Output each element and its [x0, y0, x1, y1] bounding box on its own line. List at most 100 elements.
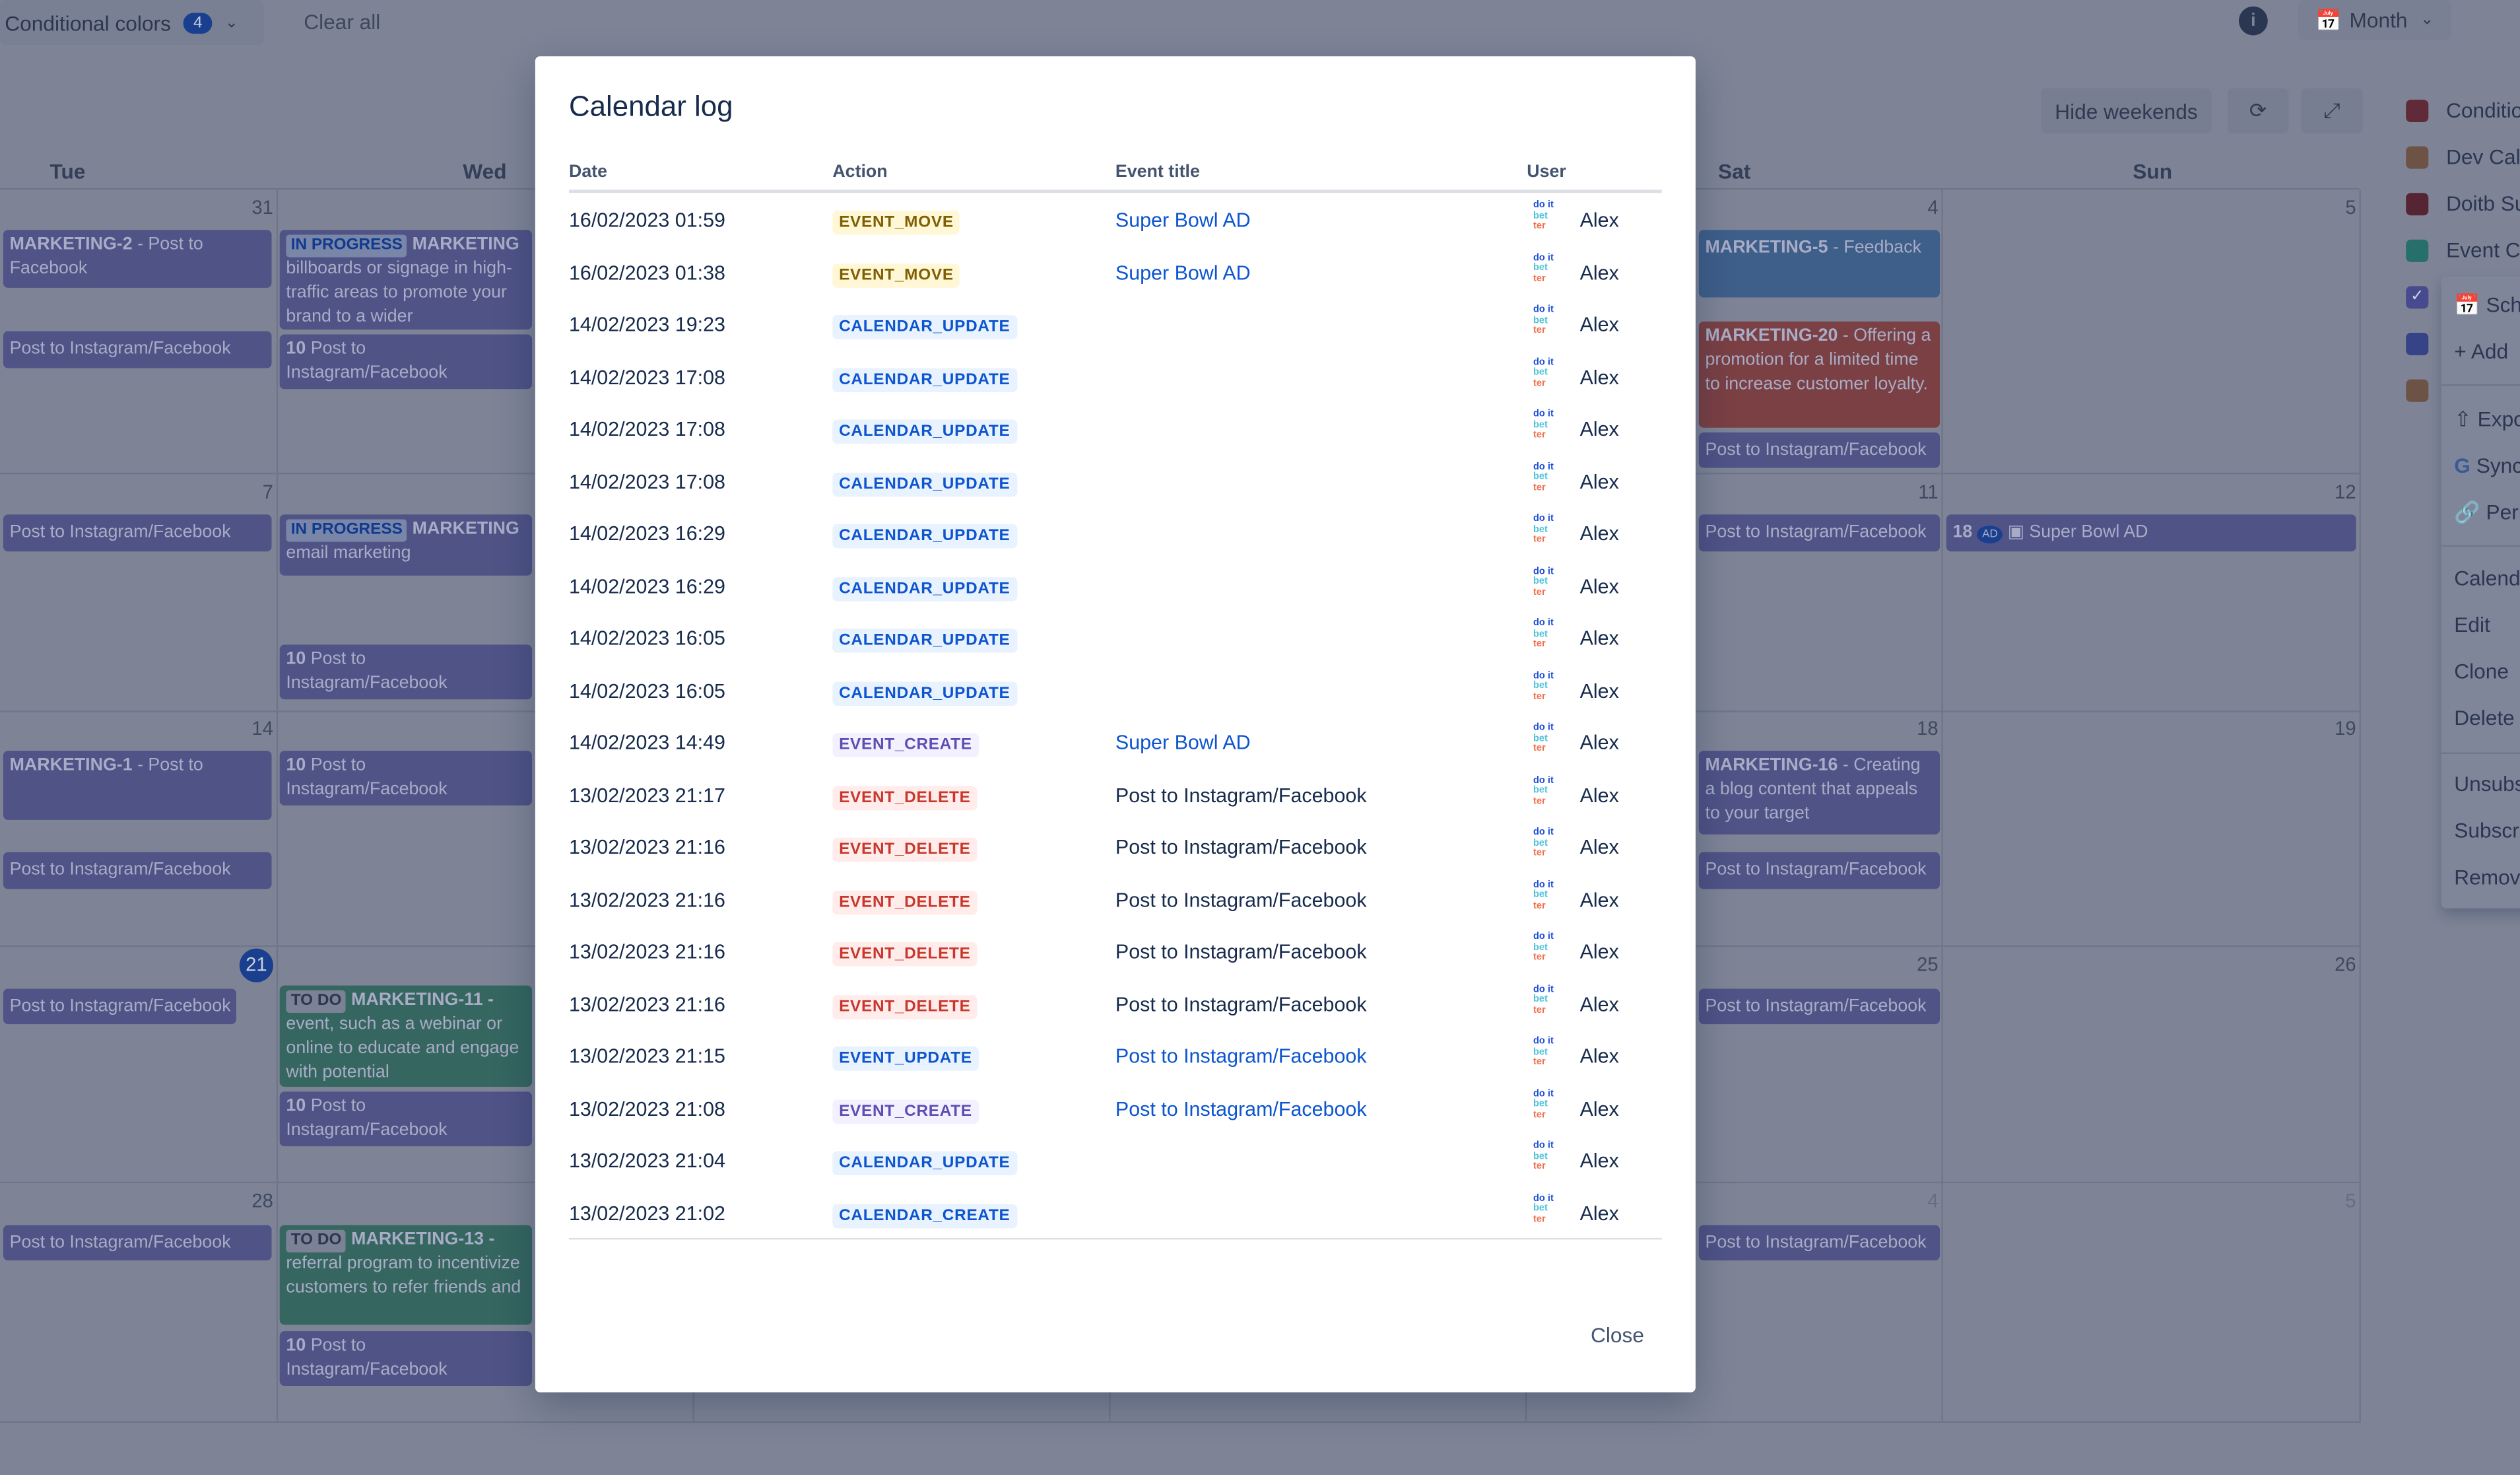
calendar-event[interactable]: Post to Instagram/Facebook [3, 331, 272, 368]
calendar-event[interactable]: Post to Instagram/Facebook [1698, 514, 1940, 552]
event-title: Post to Instagram/Facebook [9, 339, 231, 359]
calendar-color-swatch[interactable] [2406, 146, 2429, 169]
calendar-list-item[interactable]: Conditional colors [2446, 98, 2520, 123]
event-title: Post to Instagram/Facebook [286, 755, 448, 800]
calendar-color-swatch[interactable] [2406, 239, 2429, 262]
log-row: 14/02/2023 17:08 CALENDAR_UPDATE do it bet t… [569, 410, 1662, 467]
user-name: Alex [1579, 1202, 1619, 1225]
calendar-event[interactable]: MARKETING-20 - Offering a promotion for … [1698, 322, 1940, 428]
log-row: 14/02/2023 17:08 CALENDAR_UPDATE do it bet t… [569, 462, 1662, 519]
menu-label: Permalink [2486, 500, 2520, 524]
calendar-context-menu: 📅 Schedule + Add ⇧ Export G Sync 🔗 Perma… [2441, 276, 2520, 909]
column-header-date: Date [568, 162, 608, 182]
calendar-event[interactable]: 10 Post to Instagram/Facebook [279, 1091, 532, 1147]
calendar-checkbox-checked[interactable]: ✓ [2406, 286, 2429, 309]
calendar-event[interactable]: MARKETING-5 - Feedback [1698, 230, 1940, 298]
calendar-list-item[interactable]: Dev Calendar [2446, 145, 2520, 169]
card-icon: ▣ [2007, 522, 2024, 542]
date-number: 25 [1917, 953, 1939, 977]
calendar-event[interactable]: Post to Instagram/Facebook [1698, 1225, 1940, 1261]
event-key: MARKETING-11 - [351, 990, 494, 1010]
user-name: Alex [1579, 888, 1619, 911]
divider [2441, 384, 2520, 386]
calendar-event[interactable]: Post to Instagram/Facebook [1698, 852, 1940, 889]
user-avatar: do it bet ter [1533, 1089, 1554, 1120]
event-time: 10 [286, 755, 306, 775]
refresh-icon[interactable]: ⟳ [2227, 88, 2289, 134]
expand-icon[interactable]: ⤢ [2301, 88, 2363, 134]
hide-weekends-button[interactable]: Hide weekends [2041, 88, 2212, 134]
google-icon: G [2454, 453, 2470, 478]
calendar-event[interactable]: MARKETING-1 - Post to [3, 751, 272, 820]
menu-label: Add [2470, 339, 2509, 364]
menu-item-clone[interactable]: Clone [2454, 659, 2509, 683]
user-name: Alex [1579, 1149, 1619, 1173]
menu-label: Sync [2476, 453, 2520, 478]
menu-item-schedule[interactable]: 📅 Schedule [2454, 292, 2520, 318]
calendar-event[interactable]: TO DO MARKETING-11 - event, such as a web… [279, 985, 532, 1087]
calendar-event[interactable]: 10 Post to Instagram/Facebook [279, 644, 532, 700]
chevron-down-icon: ⌄ [224, 13, 239, 32]
calendar-plus-icon: 📅 [2454, 292, 2480, 317]
close-button[interactable]: Close [1591, 1323, 1645, 1348]
calendar-list-item[interactable]: Doitb Support [2446, 191, 2520, 216]
user-avatar: do it bet ter [1533, 1193, 1554, 1225]
calendar-color-swatch[interactable] [2406, 193, 2429, 216]
view-select[interactable]: 📅 Month ⌄ [2298, 0, 2451, 40]
grid-line [0, 1421, 2360, 1423]
calendar-color-swatch[interactable] [2406, 99, 2429, 123]
log-row: 13/02/2023 21:04 CALENDAR_UPDATE do it bet t… [569, 1142, 1662, 1198]
calendar-event[interactable]: Post to Instagram/Facebook [3, 1225, 272, 1261]
menu-item-delete[interactable]: Delete [2454, 705, 2515, 730]
event-title-link[interactable]: Super Bowl AD [1115, 731, 1251, 755]
event-title-link[interactable]: Super Bowl AD [1115, 261, 1251, 284]
calendar-event[interactable]: Post to Instagram/Facebook [1698, 432, 1940, 468]
conditional-colors-button[interactable]: Conditional colors 4 ⌄ [0, 0, 264, 46]
menu-item-subscribe[interactable]: Subscribe [2454, 818, 2520, 842]
calendar-event[interactable]: IN PROGRESS MARKETING email marketing [279, 514, 532, 576]
column-header-action: Action [832, 162, 888, 182]
clear-all-button[interactable]: Clear all [304, 9, 381, 34]
menu-item-calendar[interactable]: Calendar [2454, 566, 2520, 590]
calendar-event[interactable]: MARKETING-2 - Post to Facebook [3, 230, 272, 288]
calendar-color-swatch[interactable] [2406, 333, 2429, 356]
calendar-event[interactable]: MARKETING-16 - Creating a blog content t… [1698, 751, 1940, 835]
event-key: MARKETING [412, 234, 519, 254]
menu-item-remove[interactable]: Remove [2454, 865, 2520, 889]
menu-item-sync[interactable]: G Sync [2454, 454, 2520, 478]
calendar-event[interactable]: 18 AD ▣ Super Bowl AD [1946, 514, 2356, 552]
menu-item-edit[interactable]: Edit [2454, 612, 2490, 637]
calendar-event[interactable]: TO DO MARKETING-13 - referral program to … [279, 1225, 532, 1325]
calendar-event[interactable]: Post to Instagram/Facebook [3, 852, 272, 889]
log-row: 13/02/2023 21:16 EVENT_DELETE Post to Inst… [568, 828, 1662, 885]
menu-item-permalink[interactable]: 🔗 Permalink [2454, 500, 2520, 526]
log-date: 14/02/2023 16:05 [568, 627, 725, 650]
menu-item-export[interactable]: ⇧ Export [2454, 407, 2520, 432]
menu-label: Export [2477, 407, 2520, 431]
menu-item-add[interactable]: + Add [2454, 339, 2508, 364]
event-title-link[interactable]: Post to Instagram/Facebook [1115, 1097, 1367, 1120]
event-title-link[interactable]: Super Bowl AD [1115, 209, 1251, 232]
action-badge: EVENT_DELETE [832, 889, 978, 914]
event-title-link[interactable]: Post to Instagram/Facebook [1115, 1045, 1367, 1068]
menu-item-unsubscribe[interactable]: Unsubscribe [2454, 771, 2520, 796]
calendar-list-item[interactable]: Event Calendar [2446, 238, 2520, 262]
calendar-event[interactable]: Post to Instagram/Facebook [3, 514, 272, 552]
calendar-event[interactable]: 10 Post to Instagram/Facebook [279, 334, 532, 390]
status-badge: TO DO [286, 1229, 347, 1252]
log-date: 13/02/2023 21:16 [568, 836, 725, 859]
event-time: 10 [286, 1336, 306, 1355]
calendar-event[interactable]: 10 Post to Instagram/Facebook [279, 1331, 532, 1386]
calendar-color-swatch[interactable] [2406, 379, 2429, 402]
user-name: Alex [1579, 261, 1619, 284]
info-icon[interactable]: i [2238, 6, 2268, 36]
calendar-event[interactable]: 10 Post to Instagram/Facebook [279, 751, 532, 806]
calendar-event[interactable]: Post to Instagram/Facebook [1698, 988, 1940, 1025]
calendar-event[interactable]: IN PROGRESS MARKETING billboards or signa… [279, 230, 532, 330]
log-row: 13/02/2023 21:17 EVENT_DELETE Post to Inst… [569, 776, 1662, 833]
action-badge: CALENDAR_UPDATE [832, 471, 1017, 497]
event-key: MARKETING-1 [9, 755, 133, 775]
calendar-event[interactable]: Post to Instagram/Facebook [3, 988, 236, 1025]
action-badge: EVENT_CREATE [832, 733, 979, 757]
